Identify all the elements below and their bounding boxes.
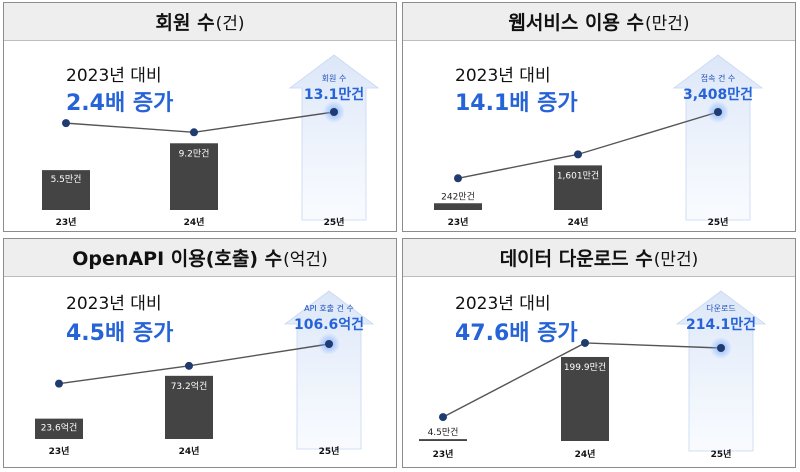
forecast-arrow	[288, 54, 380, 221]
forecast-caption: 다운로드	[706, 304, 735, 313]
x-tick-label: 24년	[184, 216, 205, 228]
comparison-label: 2023년 대비	[66, 66, 162, 86]
trend-point	[62, 119, 70, 128]
x-tick-label: 23년	[448, 216, 469, 228]
trend-point	[717, 344, 725, 352]
forecast-caption: 회원 수	[322, 74, 347, 83]
bar-value-label: 1,601만건	[557, 170, 599, 181]
bar-value-label: 242만건	[441, 191, 475, 202]
panel-unit: (만건)	[645, 14, 690, 34]
forecast-arrow	[675, 290, 767, 452]
forecast-caption: API 호출 건 수	[304, 303, 354, 313]
x-tick-label: 23년	[49, 445, 70, 457]
x-tick-label: 24년	[568, 216, 589, 228]
panel-unit: (만건)	[653, 250, 699, 270]
x-tick-label: 25년	[319, 445, 340, 457]
bar-23년	[35, 418, 83, 439]
trend-point	[325, 340, 333, 348]
trend-line	[65, 111, 335, 133]
panel-title: 웹서비스 이용 수	[508, 12, 645, 34]
bar-24년	[170, 143, 218, 210]
chart-panel-openapi: OpenAPI 이용(호출) 수 (억건) 2023년 대비 4.5배 증가 A…	[3, 238, 397, 468]
panel-unit: (억건)	[283, 250, 328, 270]
growth-multiplier: 4.5배 증가	[66, 321, 174, 346]
forecast-caption: 접속 건 수	[701, 73, 736, 83]
x-tick-label: 23년	[433, 448, 454, 460]
trend-point	[581, 338, 589, 347]
comparison-label: 2023년 대비	[455, 66, 551, 86]
comparison-label: 2023년 대비	[66, 294, 162, 314]
x-tick-label: 25년	[324, 216, 345, 228]
trend-point	[454, 174, 462, 183]
forecast-value-label: 3,408만건	[683, 86, 753, 103]
trend-point	[55, 379, 63, 388]
trend-point	[714, 108, 722, 116]
x-tick-label: 23년	[56, 216, 77, 228]
forecast-arrow	[672, 54, 764, 221]
growth-multiplier: 2.4배 증가	[66, 91, 174, 116]
growth-multiplier: 47.6배 증가	[455, 321, 578, 346]
panel-unit: (건)	[215, 14, 245, 34]
bar-23년	[419, 439, 467, 441]
bar-23년	[434, 203, 482, 210]
chart-plot: 다운로드 214.1만건 4.5만건 23년 199.9만건 24년 25년	[419, 290, 767, 460]
panel-title: 회원 수	[155, 12, 215, 34]
panel-header: 회원 수 (건)	[4, 3, 396, 41]
chart-plot: 회원 수 13.1만건 5.5만건 23년 9.2만건 24년 25년	[42, 54, 380, 228]
panel-title: OpenAPI 이용(호출) 수	[72, 248, 283, 270]
panel-header: 웹서비스 이용 수 (만건)	[403, 3, 795, 41]
x-tick-label: 25년	[708, 216, 729, 228]
chart-plot: API 호출 건 수 106.6억건 23.6억건 23년 73.2억건 24년 25년	[35, 290, 375, 457]
panel-header: 데이터 다운로드 수 (만건)	[403, 239, 795, 277]
forecast-arrow	[283, 290, 375, 450]
chart-plot: 접속 건 수 3,408만건 242만건 23년 1,601만건 24년 25년	[434, 54, 764, 228]
forecast-value-label: 106.6억건	[294, 316, 364, 333]
trend-point	[330, 108, 338, 116]
bar-24년	[165, 375, 213, 439]
bar-24년	[561, 356, 609, 441]
comparison-label: 2023년 대비	[455, 294, 551, 314]
chart-panel-members: 회원 수 (건) 2023년 대비 2.4배 증가 회원 수 13.1만건 5.5만…	[3, 2, 397, 232]
bar-value-label: 4.5만건	[428, 427, 459, 438]
bar-value-label: 9.2만건	[179, 148, 210, 159]
panel-title: 데이터 다운로드 수	[499, 248, 653, 270]
bar-value-label: 5.5만건	[51, 174, 82, 185]
x-tick-label: 25년	[711, 448, 732, 460]
bar-value-label: 73.2억건	[171, 380, 208, 392]
trend-point	[190, 128, 198, 137]
bar-23년	[42, 170, 90, 210]
chart-panel-web-service: 웹서비스 이용 수 (만건) 2023년 대비 14.1배 증가 접속 건 수 3…	[402, 2, 796, 232]
x-tick-label: 24년	[179, 445, 200, 457]
bar-value-label: 23.6억건	[41, 422, 78, 434]
trend-point	[185, 361, 193, 370]
bar-24년	[554, 165, 602, 210]
chart-panel-data-download: 데이터 다운로드 수 (만건) 2023년 대비 47.6배 증가 다운로드 21…	[402, 238, 796, 468]
trend-point	[439, 413, 447, 422]
trend-point	[574, 150, 582, 159]
forecast-value-label: 13.1만건	[304, 86, 364, 103]
forecast-value-label: 214.1만건	[686, 316, 756, 333]
bar-value-label: 199.9만건	[564, 362, 606, 373]
growth-multiplier: 14.1배 증가	[455, 91, 578, 116]
x-tick-label: 24년	[575, 448, 596, 460]
panel-header: OpenAPI 이용(호출) 수 (억건)	[4, 239, 396, 277]
